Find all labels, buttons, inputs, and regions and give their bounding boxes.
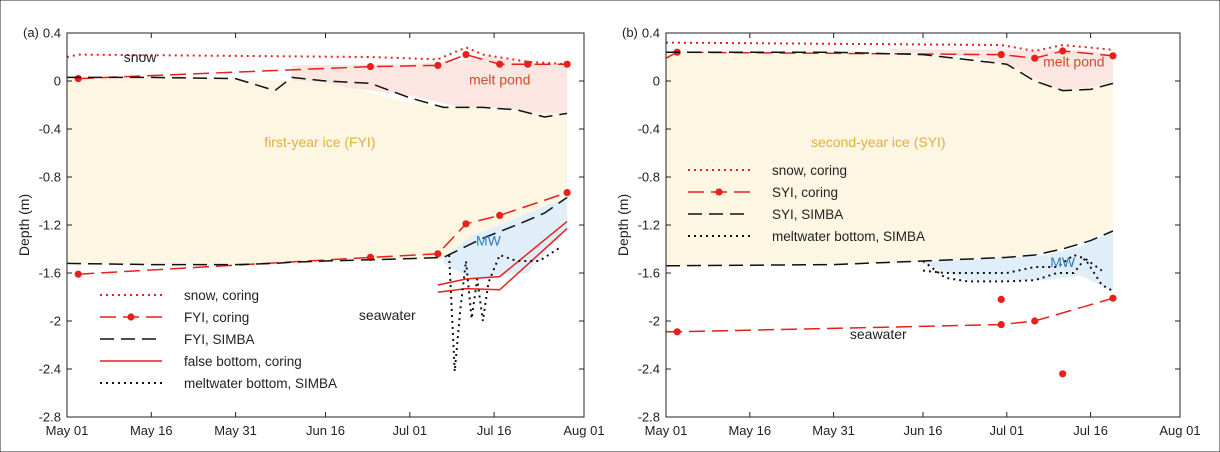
y-tick-label: -0.4 bbox=[638, 122, 660, 137]
region-label: snow bbox=[124, 49, 158, 65]
data-point-fyi-coring bbox=[496, 211, 504, 219]
x-tick-label: May 31 bbox=[812, 423, 855, 438]
x-tick-label: Aug 01 bbox=[1159, 423, 1200, 438]
series-line-syi-simba bbox=[666, 51, 1114, 92]
x-tick-label: May 31 bbox=[214, 423, 257, 438]
y-tick-label: -0.8 bbox=[638, 170, 660, 185]
y-tick-label: -2.8 bbox=[638, 410, 660, 425]
y-tick-label: -2 bbox=[49, 314, 61, 329]
panel-label: (b) bbox=[622, 25, 638, 40]
x-tick-label: May 01 bbox=[645, 423, 688, 438]
legend-entry: meltwater bottom, SIMBA bbox=[184, 376, 337, 391]
shaded-region-melt-pond bbox=[291, 55, 568, 117]
x-tick-label: May 16 bbox=[728, 423, 771, 438]
y-tick-label: -2.8 bbox=[39, 410, 61, 425]
region-label: first-year ice (FYI) bbox=[264, 134, 375, 150]
data-point-fyi-coring bbox=[563, 60, 571, 68]
data-point-fyi-coring bbox=[524, 60, 532, 68]
shaded-region-mw bbox=[443, 197, 568, 279]
y-tick-label: -2 bbox=[648, 314, 660, 329]
region-label: second-year ice (SYI) bbox=[811, 134, 946, 150]
shaded-region-first-year-ice-fyi- bbox=[67, 77, 568, 265]
x-tick-label: Jul 16 bbox=[1073, 423, 1108, 438]
region-label: melt pond bbox=[469, 72, 530, 88]
series-line-fyi-coring bbox=[78, 191, 568, 275]
legend-entry: FYI, SIMBA bbox=[184, 332, 255, 347]
y-tick-label: 0.4 bbox=[642, 26, 660, 41]
data-point-fyi-coring bbox=[563, 189, 571, 197]
legend-entry: SYI, coring bbox=[772, 185, 838, 200]
series-line-meltwater-bottom-simba bbox=[448, 245, 563, 372]
shaded-region-melt-pond bbox=[889, 48, 1113, 91]
shaded-region-mw bbox=[923, 231, 1113, 291]
series-line-fyi-simba bbox=[67, 76, 568, 118]
shaded-region-second-year-ice-syi- bbox=[666, 52, 1113, 266]
series-line-false-bottom-coring bbox=[437, 220, 568, 286]
y-tick-label: 0 bbox=[54, 74, 61, 89]
x-tick-label: Jun 16 bbox=[903, 423, 942, 438]
x-tick-label: Jul 16 bbox=[477, 423, 512, 438]
data-point-syi-coring bbox=[1031, 317, 1039, 325]
legend-entry: SYI, SIMBA bbox=[772, 207, 843, 222]
region-label: seawater bbox=[850, 326, 907, 342]
data-point-fyi-coring bbox=[462, 51, 470, 59]
legend-entry: meltwater bottom, SIMBA bbox=[772, 229, 925, 244]
data-point-syi-coring bbox=[1109, 52, 1117, 60]
series-line-syi-simba bbox=[665, 230, 1114, 267]
data-point-syi-coring bbox=[997, 321, 1005, 329]
data-point-fyi-coring bbox=[74, 75, 82, 83]
x-tick-label: Jun 16 bbox=[306, 423, 345, 438]
legend-marker bbox=[127, 313, 135, 321]
y-axis-label: Depth (m) bbox=[615, 194, 631, 256]
legend-entry: snow, coring bbox=[184, 288, 259, 303]
x-tick-label: Jul 01 bbox=[392, 423, 427, 438]
series-line-fyi-simba bbox=[66, 196, 568, 266]
y-axis-label: Depth (m) bbox=[16, 194, 32, 256]
legend-entry: snow, coring bbox=[772, 163, 847, 178]
data-point-fyi-coring bbox=[434, 250, 442, 258]
y-tick-label: 0.4 bbox=[43, 26, 61, 41]
region-label: melt pond bbox=[1043, 54, 1104, 70]
x-tick-label: May 01 bbox=[46, 423, 89, 438]
data-point-syi-coring bbox=[1031, 54, 1039, 62]
y-tick-label: -2.4 bbox=[638, 362, 660, 377]
region-label: MW bbox=[1050, 254, 1076, 270]
data-point-syi-coring bbox=[1059, 370, 1067, 378]
x-tick-label: May 16 bbox=[130, 423, 173, 438]
region-label: seawater bbox=[359, 307, 416, 323]
x-tick-label: Jul 01 bbox=[989, 423, 1024, 438]
y-tick-label: -1.6 bbox=[39, 266, 61, 281]
data-point-fyi-coring bbox=[496, 60, 504, 68]
y-tick-label: -1.6 bbox=[638, 266, 660, 281]
data-point-fyi-coring bbox=[366, 63, 375, 71]
data-point-fyi-coring bbox=[462, 220, 470, 228]
x-tick-label: Aug 01 bbox=[563, 423, 604, 438]
y-tick-label: -0.8 bbox=[39, 170, 61, 185]
series-line-snow-coring bbox=[665, 41, 1114, 53]
legend-entry: FYI, coring bbox=[184, 310, 249, 325]
data-point-syi-coring bbox=[1059, 47, 1067, 55]
data-point-syi-coring bbox=[997, 295, 1005, 303]
data-point-syi-coring bbox=[997, 51, 1005, 59]
region-label: MW bbox=[476, 232, 502, 248]
y-tick-label: -1.2 bbox=[39, 218, 61, 233]
y-tick-label: -0.4 bbox=[39, 122, 61, 137]
legend-marker bbox=[715, 188, 723, 196]
series-line-false-bottom-coring bbox=[437, 228, 568, 293]
data-point-syi-coring bbox=[673, 328, 681, 336]
y-tick-label: -2.4 bbox=[39, 362, 61, 377]
y-tick-label: -1.2 bbox=[638, 218, 660, 233]
panel-label: (a) bbox=[23, 25, 39, 40]
y-tick-label: 0 bbox=[653, 74, 660, 89]
data-point-syi-coring bbox=[1109, 294, 1117, 302]
series-line-meltwater-bottom-simba bbox=[922, 253, 1103, 274]
legend-entry: false bottom, coring bbox=[184, 354, 302, 369]
data-point-fyi-coring bbox=[74, 270, 82, 278]
data-point-fyi-coring bbox=[434, 61, 442, 69]
series-line-snow-coring bbox=[66, 46, 568, 66]
